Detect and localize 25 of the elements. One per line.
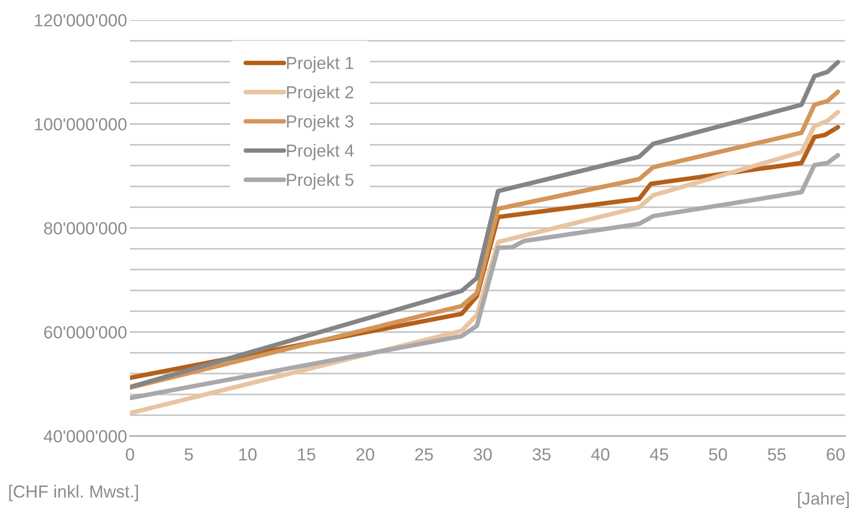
- legend-label: Projekt 4: [287, 144, 354, 160]
- legend-label: Projekt 1: [287, 56, 354, 73]
- y-tick-label: 120'000'000: [35, 14, 127, 26]
- x-tick-label: 20: [356, 448, 374, 461]
- legend-label: Projekt 2: [287, 86, 354, 102]
- legend-label: Projekt 3: [287, 114, 354, 132]
- x-tick-label: 45: [650, 448, 668, 461]
- x-tick-label: 30: [474, 448, 492, 461]
- y-tick-label: 100'000'000: [35, 118, 127, 130]
- y-axis-title: [CHF inkl. Mwst.]: [9, 484, 138, 502]
- y-tick-label: 60'000'000: [44, 326, 127, 338]
- x-axis-title: [Jahre]: [798, 492, 849, 508]
- x-tick-label: 25: [415, 448, 433, 461]
- x-tick-label: 50: [709, 448, 727, 461]
- y-tick-label: 40'000'000: [44, 430, 127, 442]
- x-tick-label: 40: [591, 448, 610, 461]
- legend-label: Projekt 5: [287, 173, 354, 190]
- x-tick-label: 60: [826, 448, 845, 461]
- x-tick-label: 55: [768, 448, 786, 461]
- x-tick-label: 10: [239, 448, 257, 461]
- x-tick-label: 35: [532, 448, 551, 461]
- x-tick-label: 15: [298, 448, 316, 461]
- y-tick-label: 80'000'000: [44, 222, 127, 234]
- x-tick-label: 0: [126, 448, 134, 461]
- x-tick-label: 5: [184, 448, 193, 461]
